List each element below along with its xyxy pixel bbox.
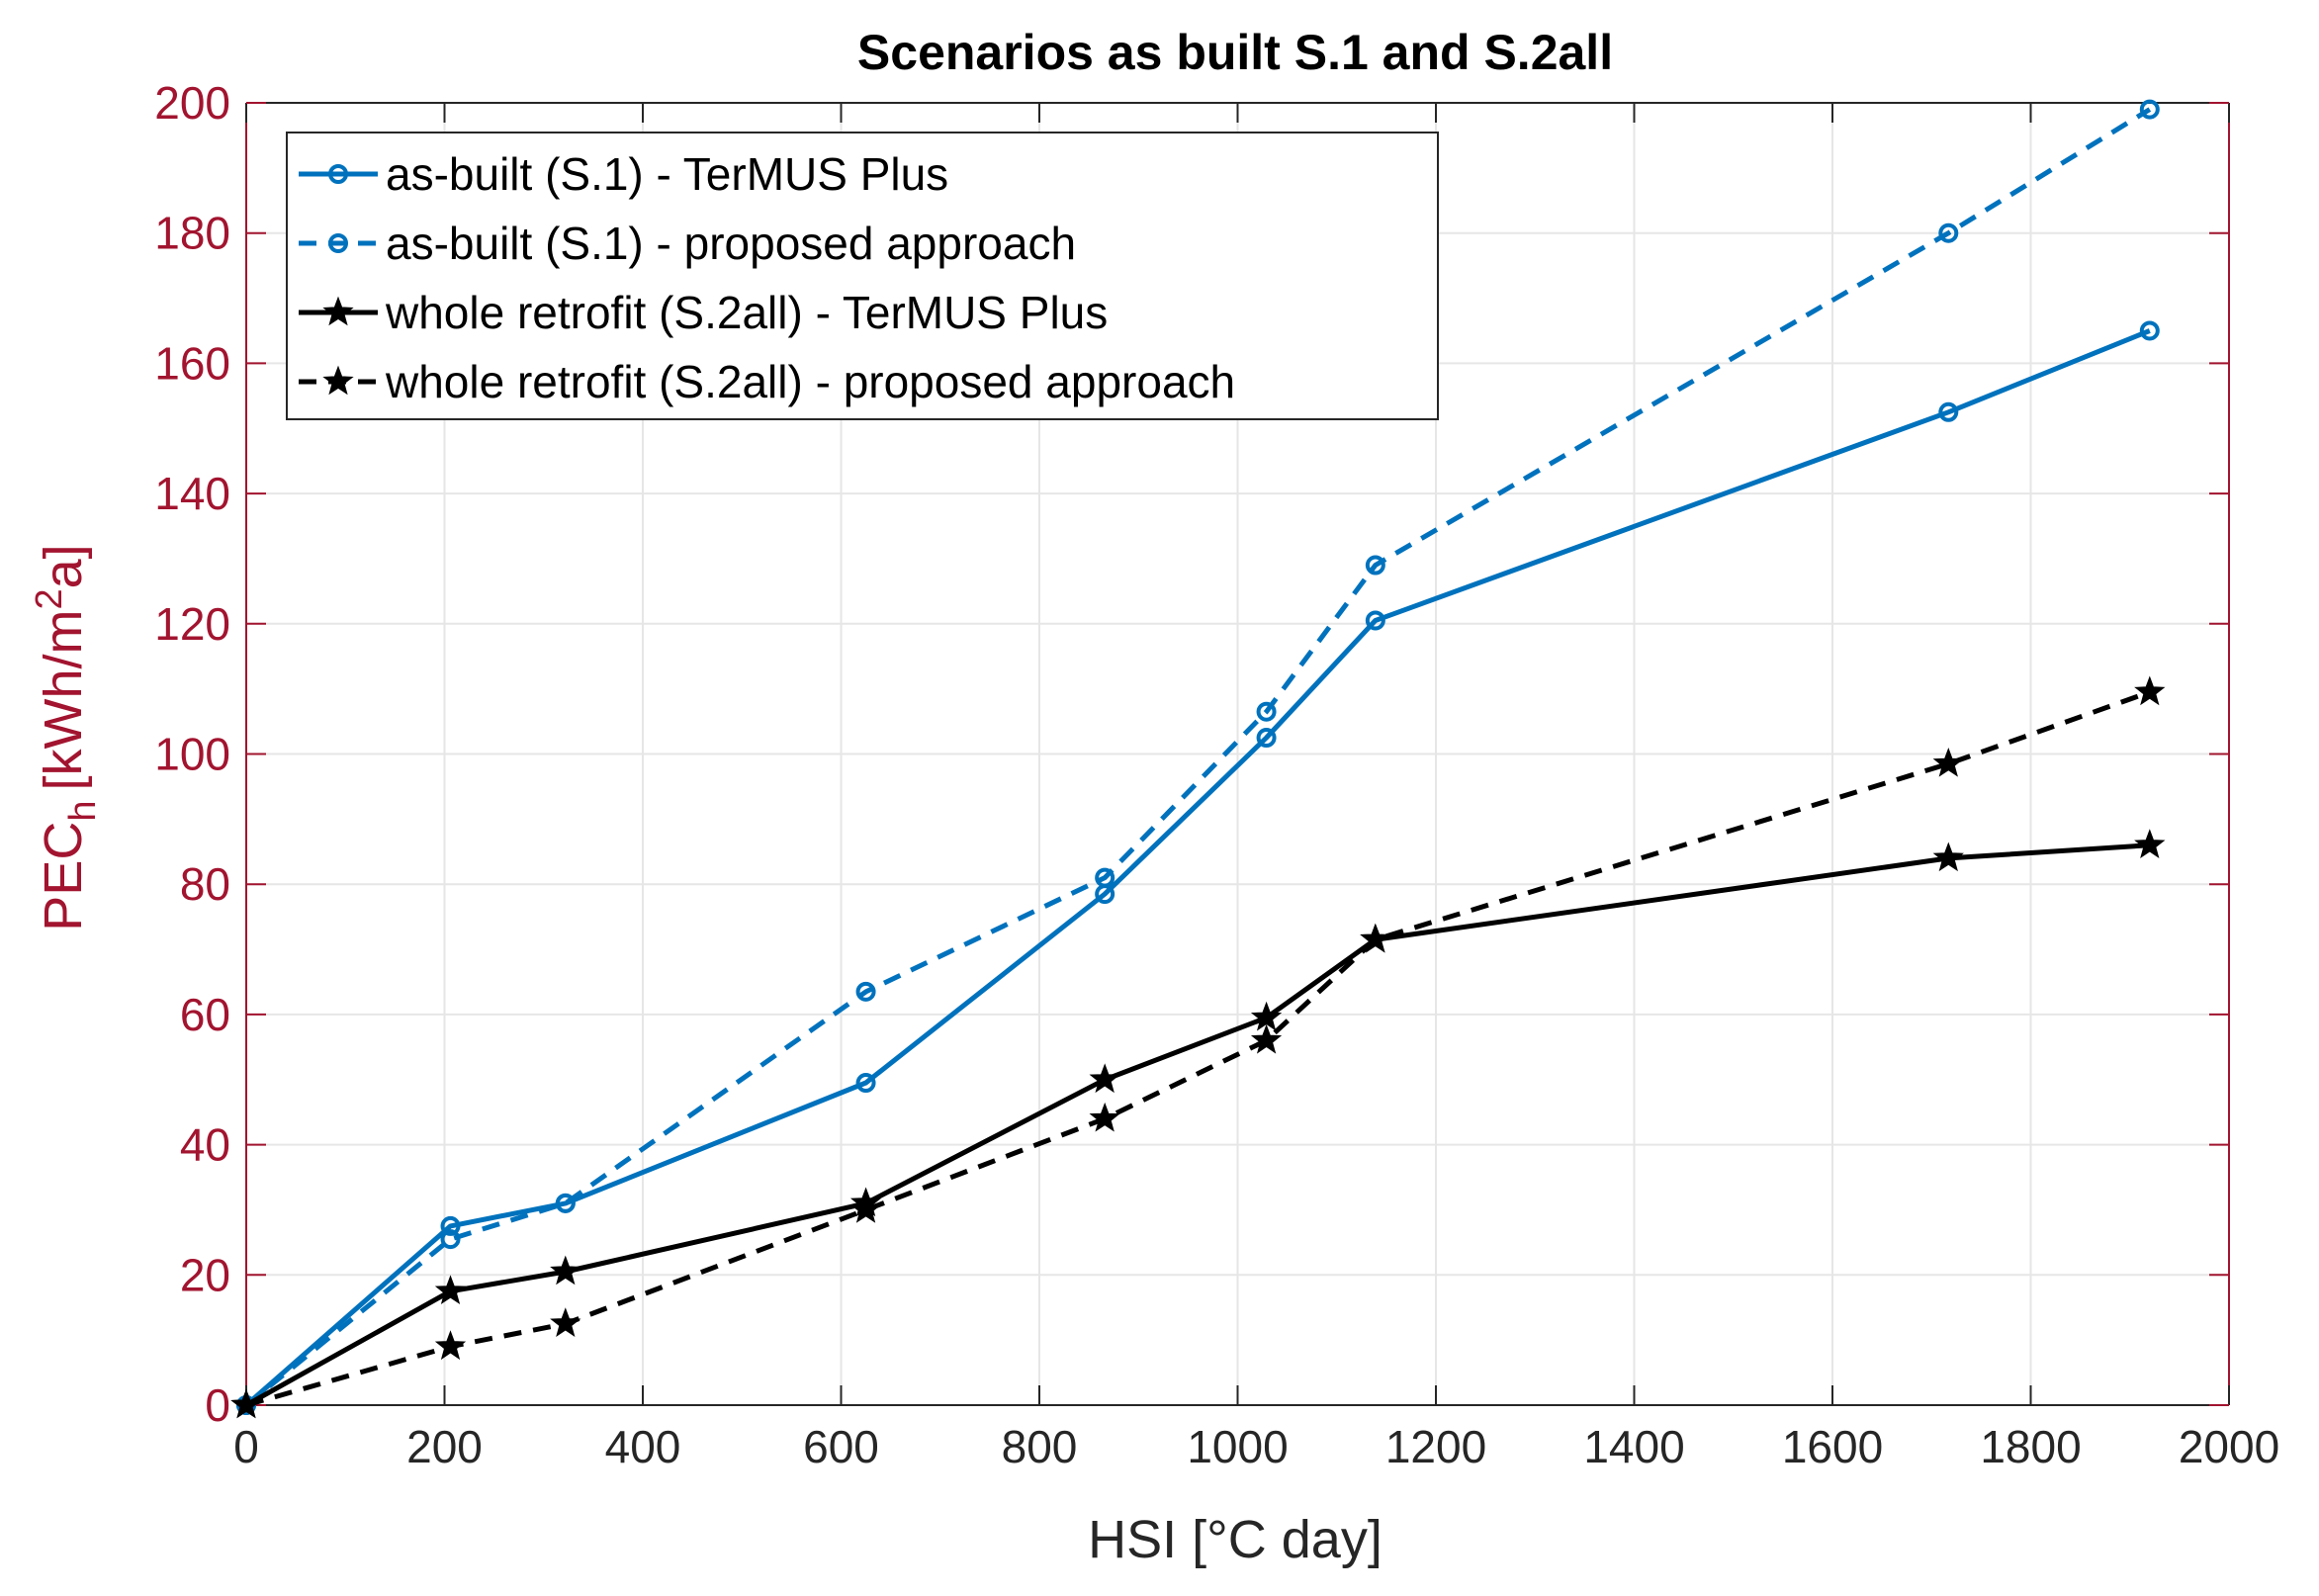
- y-tick-label: 200: [154, 77, 230, 129]
- data-point: [230, 1388, 262, 1419]
- y-tick-label: 80: [180, 858, 230, 910]
- y-tick-label: 100: [154, 729, 230, 780]
- y-tick-label: 60: [180, 989, 230, 1040]
- data-point: [1938, 401, 1959, 422]
- series-layer: [230, 99, 2166, 1419]
- axes: 0 200 400 600 800 1000 1200 1400 1600 1800 2000 0 20…: [154, 77, 2279, 1472]
- y-axis-label-unit-suffix: a]: [34, 544, 93, 588]
- x-tick-label: 400: [605, 1421, 681, 1472]
- legend-label: as-built (S.1) - TerMUS Plus: [386, 148, 948, 200]
- legend-marker-3: [322, 365, 354, 396]
- x-tick-label: 0: [233, 1421, 259, 1472]
- y-tick-label: 120: [154, 598, 230, 650]
- data-point: [2134, 675, 2166, 706]
- data-point: [555, 1193, 576, 1213]
- x-tick-label: 2000: [2179, 1421, 2279, 1472]
- data-point: [1360, 923, 1391, 953]
- data-point: [434, 1275, 467, 1305]
- legend-item-3: whole retrofit (S.2all) - proposed appro…: [299, 356, 1235, 407]
- legend-box: [286, 132, 1439, 420]
- x-tick-label: 1000: [1187, 1421, 1288, 1472]
- x-tick-label: 600: [803, 1421, 879, 1472]
- chart-title: Scenarios as built S.1 and S.2all: [857, 25, 1613, 80]
- x-tick-label: 1200: [1385, 1421, 1486, 1472]
- data-point: [1365, 555, 1385, 576]
- data-point: [1256, 701, 1277, 722]
- data-point: [1256, 728, 1277, 749]
- legend-label: whole retrofit (S.2all) - TerMUS Plus: [385, 287, 1108, 338]
- data-point: [1250, 1001, 1283, 1031]
- data-point: [550, 1307, 581, 1337]
- series-line-0: [244, 328, 2151, 1407]
- data-point: [2139, 320, 2160, 341]
- legend-label: as-built (S.1) - proposed approach: [386, 218, 1076, 269]
- data-point: [1932, 842, 1964, 872]
- legend-item-0: as-built (S.1) - TerMUS Plus: [299, 148, 948, 200]
- legend-item-1: as-built (S.1) - proposed approach: [299, 218, 1076, 269]
- data-point: [1938, 222, 1959, 243]
- data-point: [434, 1330, 467, 1361]
- data-point: [1089, 1102, 1120, 1132]
- data-point: [2134, 829, 2166, 858]
- y-axis-label: PECh [kWh/m2a]: [29, 544, 104, 931]
- y-tick-label: 180: [154, 208, 230, 259]
- y-tick-label: 40: [180, 1119, 230, 1171]
- x-tick-label: 1800: [1980, 1421, 2081, 1472]
- series-3: [230, 675, 2166, 1419]
- y-axis-label-subscript: h: [62, 801, 104, 822]
- data-point: [550, 1255, 581, 1286]
- y-axis-label-superscript: 2: [29, 588, 70, 609]
- x-tick-label: 1400: [1583, 1421, 1684, 1472]
- data-point: [1932, 747, 1964, 777]
- data-point: [440, 1229, 461, 1250]
- series-line-1: [244, 107, 2152, 1407]
- y-tick-label: 160: [154, 337, 230, 389]
- x-tick-label: 200: [406, 1421, 483, 1472]
- legend-label: whole retrofit (S.2all) - proposed appro…: [385, 356, 1235, 407]
- data-point: [1365, 610, 1385, 631]
- x-tick-label: 1600: [1782, 1421, 1883, 1472]
- y-tick-label: 140: [154, 468, 230, 519]
- legend-marker-0: [328, 164, 348, 184]
- data-point: [855, 981, 876, 1002]
- x-tick-label: 800: [1002, 1421, 1078, 1472]
- data-point: [1089, 1063, 1120, 1094]
- y-tick-label: 20: [180, 1249, 230, 1300]
- data-point: [1095, 867, 1115, 888]
- data-point: [855, 1073, 876, 1094]
- legend-item-2: whole retrofit (S.2all) - TerMUS Plus: [299, 287, 1108, 338]
- legend-marker-1: [328, 233, 348, 253]
- data-point: [2139, 99, 2160, 120]
- data-point: [1250, 1023, 1283, 1054]
- x-axis-label: HSI [°C day]: [1088, 1510, 1382, 1569]
- legend-marker-2: [322, 296, 354, 326]
- data-point: [849, 1194, 882, 1223]
- y-axis-label-base: PEC: [34, 822, 93, 931]
- y-axis-label-unit-prefix: [kWh/m: [34, 610, 93, 791]
- data-point: [440, 1215, 461, 1236]
- legend: as-built (S.1) - TerMUS Plus as-built (S.…: [286, 132, 1439, 420]
- y-tick-label: 0: [205, 1379, 230, 1431]
